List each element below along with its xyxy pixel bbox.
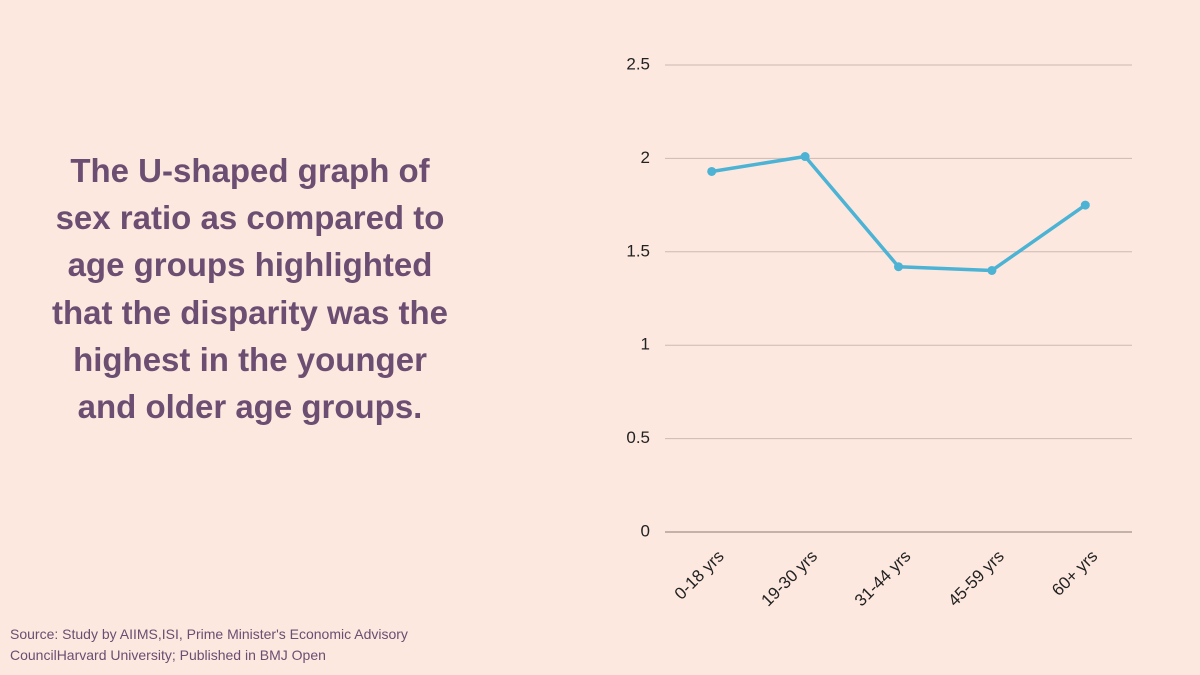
source-note: Source: Study by AIIMS,ISI, Prime Minist… (10, 626, 408, 663)
x-tick-label: 0-18 yrs (671, 547, 728, 604)
y-tick-label: 1 (641, 335, 650, 354)
x-tick-label: 19-30 yrs (758, 547, 822, 611)
x-tick-label: 31-44 yrs (851, 547, 915, 611)
data-point (1080, 200, 1090, 210)
data-point (707, 166, 717, 176)
data-point (894, 262, 903, 272)
y-tick-label: 0 (641, 521, 650, 540)
data-point (800, 152, 810, 162)
annotation: The U-shaped graph of sex ratio as compa… (51, 152, 449, 426)
data-point (987, 265, 997, 275)
x-tick-label: 60+ yrs (1048, 547, 1101, 600)
data-line (711, 154, 1087, 273)
y-tick-label: 0.5 (626, 428, 650, 447)
x-tick-label: 45-59 yrs (944, 547, 1008, 611)
y-tick-label: 1.5 (626, 241, 650, 260)
y-tick-label: 2.5 (626, 54, 650, 73)
y-tick-label: 2 (641, 148, 650, 167)
